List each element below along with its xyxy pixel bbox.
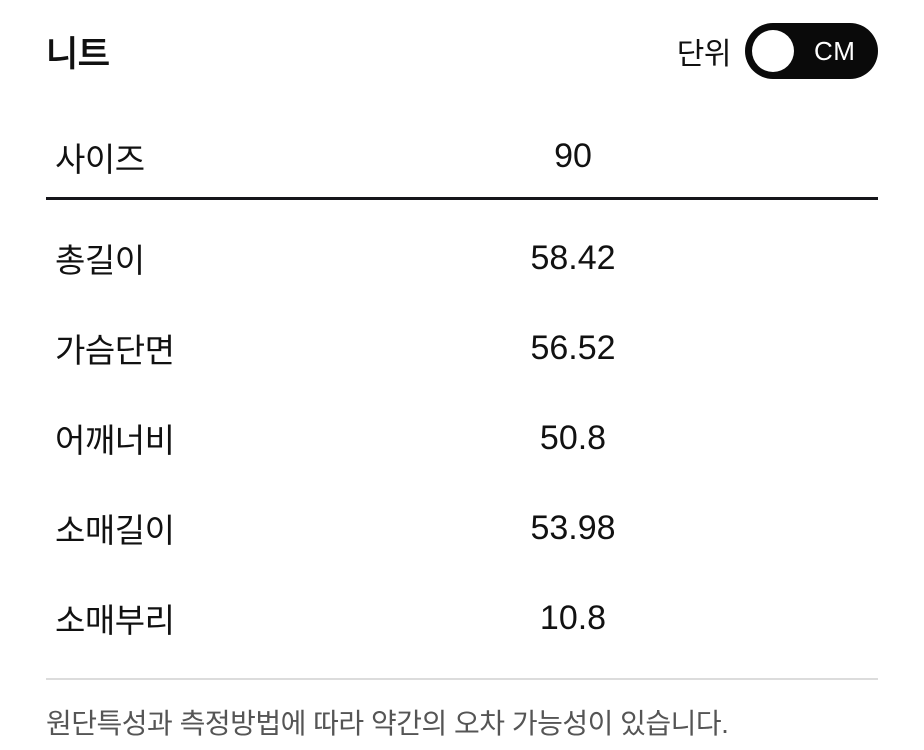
measurement-value: 58.42 (530, 238, 616, 277)
measurement-label: 가슴단면 (55, 332, 175, 369)
table-row: 소매길이 53.98 (46, 483, 878, 573)
measurement-value: 10.8 (539, 598, 607, 637)
table-row: 총길이 58.42 (46, 213, 878, 303)
unit-group: 단위 CM (677, 23, 878, 79)
table-row: 가슴단면 56.52 (46, 303, 878, 393)
footer-note: 원단특성과 측정방법에 따라 약간의 오차 가능성이 있습니다. (46, 708, 729, 739)
table-row: 어깨너비 50.8 (46, 393, 878, 483)
toggle-state-label: CM (814, 35, 856, 66)
measurement-label: 총길이 (55, 242, 145, 279)
measurement-value: 53.98 (530, 508, 616, 547)
size-table: 사이즈 90 총길이 58.42 가슴단면 56.52 어깨너비 50.8 소매… (46, 80, 878, 680)
header: 니트 단위 CM (0, 0, 924, 80)
measurement-label: 소매길이 (55, 512, 175, 549)
measurement-value: 56.52 (530, 328, 616, 367)
unit-toggle-switch[interactable]: CM (745, 23, 878, 79)
toggle-knob-icon (752, 30, 794, 72)
size-header-label: 사이즈 (55, 140, 145, 178)
unit-label: 단위 (676, 38, 732, 71)
measurement-value: 50.8 (539, 418, 607, 457)
table-header-row: 사이즈 90 (46, 80, 878, 200)
table-body: 총길이 58.42 가슴단면 56.52 어깨너비 50.8 소매길이 53.9… (46, 200, 878, 680)
size-header-value: 90 (554, 137, 592, 175)
measurement-label: 소매부리 (55, 602, 175, 639)
table-row: 소매부리 10.8 (46, 573, 878, 663)
page-title: 니트 (46, 34, 110, 74)
measurement-label: 어깨너비 (55, 422, 175, 459)
